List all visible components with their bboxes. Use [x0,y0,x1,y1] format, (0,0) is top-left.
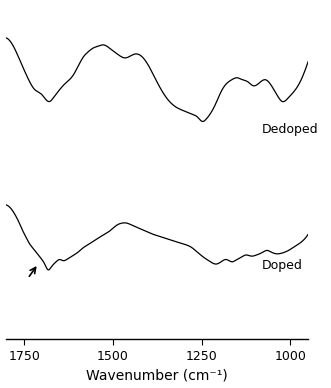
X-axis label: Wavenumber (cm⁻¹): Wavenumber (cm⁻¹) [86,369,228,383]
Text: Doped: Doped [262,259,303,272]
Text: Dedoped: Dedoped [262,123,318,136]
